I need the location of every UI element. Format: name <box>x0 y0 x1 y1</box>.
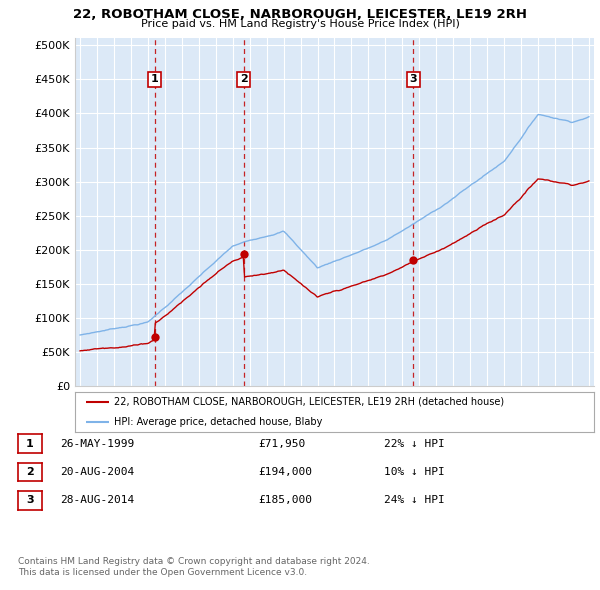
Text: 3: 3 <box>410 74 417 84</box>
Text: Contains HM Land Registry data © Crown copyright and database right 2024.: Contains HM Land Registry data © Crown c… <box>18 558 370 566</box>
Text: 10% ↓ HPI: 10% ↓ HPI <box>384 467 445 477</box>
Text: £185,000: £185,000 <box>258 496 312 505</box>
Text: £194,000: £194,000 <box>258 467 312 477</box>
Text: £71,950: £71,950 <box>258 439 305 448</box>
Text: 22, ROBOTHAM CLOSE, NARBOROUGH, LEICESTER, LE19 2RH (detached house): 22, ROBOTHAM CLOSE, NARBOROUGH, LEICESTE… <box>114 397 504 407</box>
Text: This data is licensed under the Open Government Licence v3.0.: This data is licensed under the Open Gov… <box>18 568 307 577</box>
Text: 1: 1 <box>151 74 158 84</box>
Text: 28-AUG-2014: 28-AUG-2014 <box>60 496 134 505</box>
Text: 1: 1 <box>26 439 34 448</box>
Text: 2: 2 <box>26 467 34 477</box>
Text: HPI: Average price, detached house, Blaby: HPI: Average price, detached house, Blab… <box>114 417 322 427</box>
Text: 26-MAY-1999: 26-MAY-1999 <box>60 439 134 448</box>
Text: 3: 3 <box>26 496 34 505</box>
Text: 2: 2 <box>240 74 247 84</box>
Text: 22% ↓ HPI: 22% ↓ HPI <box>384 439 445 448</box>
Text: 24% ↓ HPI: 24% ↓ HPI <box>384 496 445 505</box>
Text: 22, ROBOTHAM CLOSE, NARBOROUGH, LEICESTER, LE19 2RH: 22, ROBOTHAM CLOSE, NARBOROUGH, LEICESTE… <box>73 8 527 21</box>
Text: Price paid vs. HM Land Registry's House Price Index (HPI): Price paid vs. HM Land Registry's House … <box>140 19 460 29</box>
Text: 20-AUG-2004: 20-AUG-2004 <box>60 467 134 477</box>
